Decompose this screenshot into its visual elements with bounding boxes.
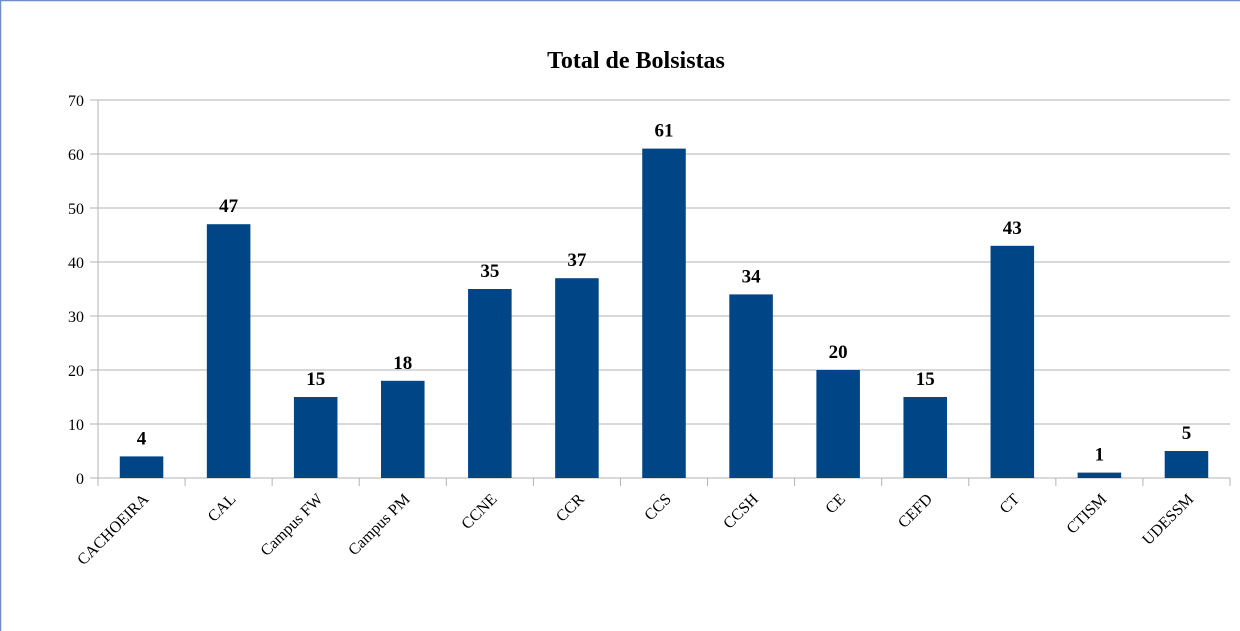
y-tick-label: 10 bbox=[68, 417, 84, 434]
data-label: 35 bbox=[480, 261, 499, 282]
data-label: 43 bbox=[1003, 218, 1022, 239]
data-label: 34 bbox=[742, 266, 762, 287]
data-label: 5 bbox=[1182, 423, 1192, 444]
y-tick-label: 0 bbox=[76, 471, 84, 488]
bar bbox=[1077, 472, 1122, 478]
bar bbox=[381, 380, 425, 478]
chart-title: Total de Bolsistas bbox=[547, 48, 725, 74]
bar bbox=[642, 148, 686, 478]
data-label: 47 bbox=[219, 196, 239, 217]
bar bbox=[729, 294, 773, 478]
y-tick-label: 50 bbox=[68, 201, 84, 218]
bar bbox=[816, 370, 860, 478]
data-label: 1 bbox=[1095, 445, 1105, 466]
bar bbox=[903, 397, 947, 478]
bar bbox=[990, 245, 1035, 478]
bar bbox=[293, 397, 338, 478]
data-label: 37 bbox=[567, 250, 587, 271]
y-tick-label: 70 bbox=[68, 93, 84, 110]
y-tick-label: 30 bbox=[68, 309, 84, 326]
bar bbox=[468, 289, 512, 478]
bar bbox=[1164, 451, 1209, 478]
data-label: 15 bbox=[916, 369, 935, 390]
y-tick-label: 60 bbox=[68, 147, 84, 164]
data-label: 15 bbox=[306, 369, 325, 390]
bar bbox=[119, 456, 164, 478]
y-tick-label: 20 bbox=[68, 363, 84, 380]
bar bbox=[206, 224, 251, 478]
data-label: 61 bbox=[655, 121, 674, 142]
data-label: 20 bbox=[829, 342, 848, 363]
data-label: 4 bbox=[137, 428, 147, 449]
data-label: 18 bbox=[393, 353, 412, 374]
bar bbox=[555, 278, 599, 478]
y-tick-label: 40 bbox=[68, 255, 84, 272]
